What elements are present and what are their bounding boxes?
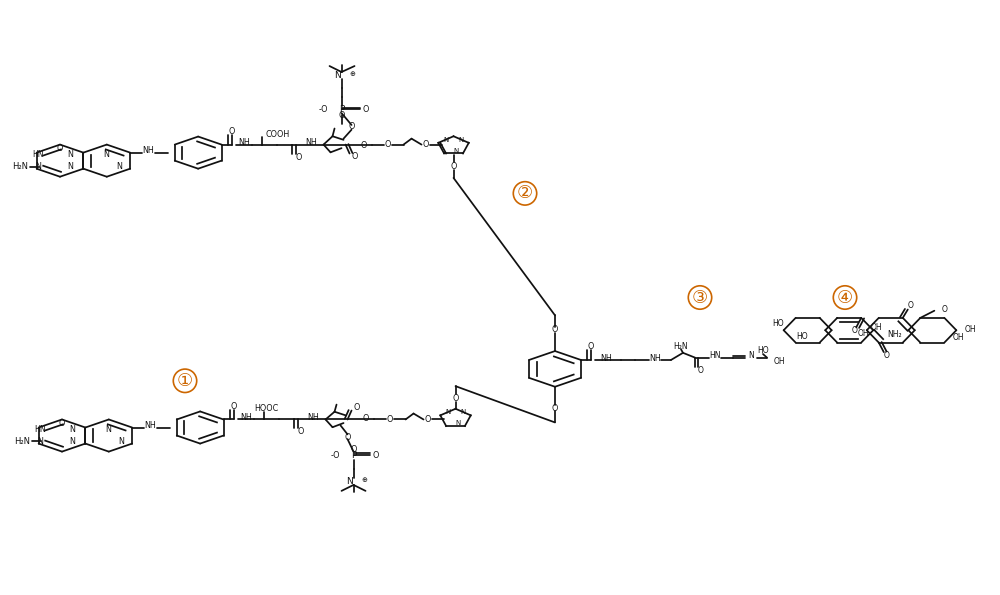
Text: O: O [350,444,357,454]
Text: O: O [851,327,857,336]
Text: OH: OH [953,333,964,342]
Text: HN: HN [709,351,721,361]
Text: NH: NH [649,353,661,363]
Text: ③: ③ [692,289,708,306]
Text: O: O [372,450,379,460]
Text: P: P [339,105,344,114]
Text: O: O [424,415,431,424]
Text: -O: -O [331,450,340,460]
Text: ⊕: ⊕ [350,71,355,77]
Text: N: N [443,137,448,143]
Text: O: O [698,366,704,375]
Text: OH: OH [965,324,976,334]
Text: NH: NH [306,138,317,148]
Text: O: O [59,418,65,428]
Text: HO: HO [796,332,808,341]
Text: N: N [346,477,353,486]
Text: H₂N: H₂N [14,437,30,446]
Text: OH: OH [857,328,869,337]
Text: O: O [422,140,429,149]
Text: HN: HN [32,150,44,159]
Text: O: O [452,393,459,403]
Text: O: O [348,121,355,131]
Text: N: N [118,437,124,446]
Text: N: N [69,437,75,446]
Text: ①: ① [177,372,193,390]
Text: O: O [230,402,237,411]
Text: N: N [67,150,73,159]
Text: O: O [344,433,351,443]
Text: N: N [35,162,41,171]
Text: N: N [67,162,73,171]
Text: NH₂: NH₂ [887,330,902,340]
Text: NH: NH [144,421,156,430]
Text: O: O [360,140,367,150]
Text: NH: NH [239,137,250,147]
Text: O: O [884,351,890,360]
Text: H₂N: H₂N [12,162,28,171]
Text: O: O [228,127,235,136]
Text: N: N [460,409,465,415]
Text: OH: OH [773,356,785,366]
Text: N: N [334,71,341,80]
Text: H₂N: H₂N [674,342,688,352]
Text: ②: ② [517,184,533,202]
Text: O: O [57,143,63,153]
Text: O: O [386,415,393,424]
Text: O: O [297,427,304,437]
Text: N: N [445,409,450,415]
Text: O: O [552,325,558,334]
Text: N: N [69,425,75,434]
Text: O: O [384,140,391,149]
Text: N: N [748,351,754,361]
Text: NH: NH [600,353,612,363]
Text: ⊕: ⊕ [362,477,367,483]
Text: N: N [37,437,43,446]
Text: HN: HN [34,425,46,434]
Text: O: O [362,105,369,114]
Text: O: O [552,403,558,413]
Text: NH: NH [142,146,154,155]
Text: N: N [116,162,122,171]
Text: HOOC: HOOC [254,404,279,414]
Text: ④: ④ [837,289,853,306]
Text: O: O [351,152,358,161]
Text: O: O [362,414,369,424]
Text: O: O [908,302,914,311]
Text: HO: HO [757,346,769,355]
Text: NH: NH [308,413,319,422]
Text: NH: NH [241,412,252,422]
Text: O: O [588,342,594,352]
Text: N: N [455,420,460,426]
Text: N: N [103,150,109,159]
Text: O: O [295,152,302,162]
Text: HO: HO [772,320,784,328]
Text: -O: -O [319,105,328,114]
Text: O: O [338,111,345,120]
Text: P: P [351,450,356,460]
Text: O: O [353,403,360,412]
Text: O: O [450,161,457,171]
Text: OH: OH [871,323,883,332]
Text: N: N [453,148,458,154]
Text: COOH: COOH [265,130,290,139]
Text: O: O [941,305,947,314]
Text: N: N [105,425,111,434]
Text: N: N [458,137,463,143]
